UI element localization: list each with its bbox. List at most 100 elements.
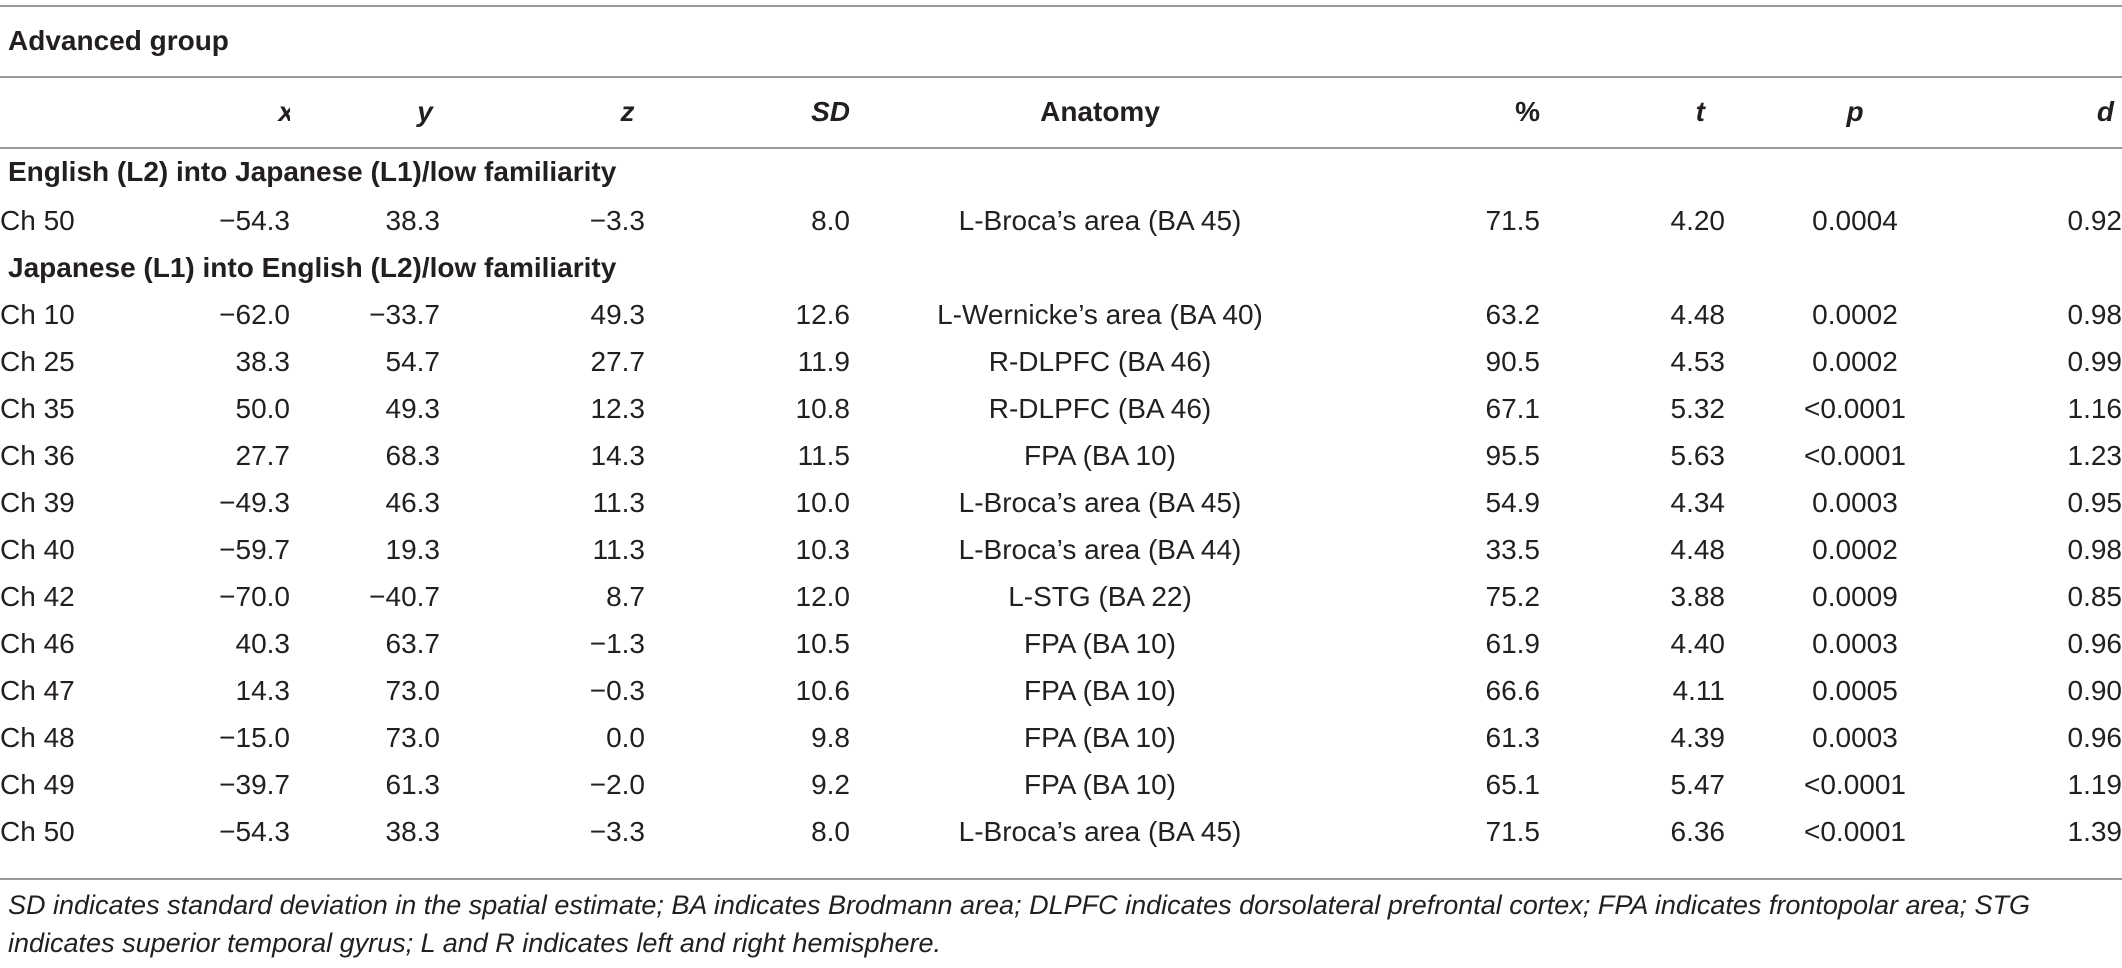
header-p: p bbox=[1725, 77, 1945, 147]
cell-x: −54.3 bbox=[219, 815, 290, 847]
cell-t: 3.88 bbox=[1670, 580, 1726, 612]
cell-y: 68.3 bbox=[385, 439, 441, 471]
header-sd-label: SD bbox=[811, 96, 850, 127]
cell-y: 63.7 bbox=[385, 627, 441, 659]
cell-z: 27.7 bbox=[590, 345, 646, 377]
section-title: Japanese (L1) into English (L2)/low fami… bbox=[8, 251, 617, 283]
header-z-label: z bbox=[620, 96, 635, 127]
cell-t: 5.63 bbox=[1670, 439, 1726, 471]
cell-channel: Ch 50 bbox=[0, 204, 75, 236]
header-p-label: p bbox=[1846, 96, 1864, 127]
cell-percent: 71.5 bbox=[1485, 815, 1541, 847]
cell-percent: 66.6 bbox=[1485, 674, 1541, 706]
cell-p: 0.0002 bbox=[1812, 345, 1898, 377]
cell-p: 0.0002 bbox=[1812, 533, 1898, 565]
cell-d: 0.96 bbox=[2067, 721, 2122, 753]
cell-percent: 90.5 bbox=[1485, 345, 1541, 377]
cell-t: 4.34 bbox=[1670, 486, 1726, 518]
cell-x: −54.3 bbox=[219, 204, 290, 236]
cell-y: 73.0 bbox=[385, 674, 441, 706]
cell-x: 50.0 bbox=[235, 392, 291, 424]
cell-anatomy: L-Broca’s area (BA 44) bbox=[958, 533, 1242, 565]
cell-d: 1.19 bbox=[2067, 768, 2122, 800]
table-row: Ch 50 −54.3 38.3 −3.3 8.0 L-Broca’s area (BA … bbox=[0, 808, 2122, 855]
cell-z: −2.0 bbox=[589, 768, 645, 800]
cell-p: 0.0002 bbox=[1812, 298, 1898, 330]
header-row: x y z SD Anatomy % t p d bbox=[0, 77, 2122, 147]
cell-sd: 11.9 bbox=[797, 345, 850, 377]
cell-d: 1.39 bbox=[2067, 815, 2122, 847]
cell-channel: Ch 35 bbox=[0, 392, 75, 424]
cell-d: 0.90 bbox=[2067, 674, 2122, 706]
cell-y: −33.7 bbox=[369, 298, 440, 330]
header-top-rule bbox=[0, 76, 2122, 78]
cell-y: 46.3 bbox=[385, 486, 441, 518]
cell-x: −39.7 bbox=[219, 768, 290, 800]
header-z: z bbox=[490, 77, 685, 147]
cell-x: 14.3 bbox=[235, 674, 291, 706]
cell-channel: Ch 25 bbox=[0, 345, 75, 377]
cell-t: 5.47 bbox=[1670, 768, 1726, 800]
cell-anatomy: L-Broca’s area (BA 45) bbox=[958, 815, 1242, 847]
cell-y: 38.3 bbox=[385, 815, 441, 847]
header-d-label: d bbox=[2096, 96, 2114, 127]
table-row: Ch 48 −15.0 73.0 0.0 9.8 FPA (BA 10) 61.3 4.39 0… bbox=[0, 714, 2122, 761]
cell-anatomy: FPA (BA 10) bbox=[1024, 674, 1176, 706]
cell-sd: 12.0 bbox=[795, 580, 851, 612]
cell-sd: 10.8 bbox=[795, 392, 851, 424]
cell-p: 0.0005 bbox=[1812, 674, 1898, 706]
cell-t: 5.32 bbox=[1670, 392, 1726, 424]
cell-d: 0.85 bbox=[2067, 580, 2122, 612]
header-bottom-rule bbox=[0, 147, 2122, 149]
cell-d: 1.23 bbox=[2067, 439, 2122, 471]
header-x: x bbox=[110, 77, 290, 147]
table-row: Ch 36 27.7 68.3 14.3 11.5 FPA (BA 10) 95.5 5.63… bbox=[0, 432, 2122, 479]
cell-z: 14.3 bbox=[590, 439, 646, 471]
cell-channel: Ch 10 bbox=[0, 298, 75, 330]
cell-channel: Ch 48 bbox=[0, 721, 75, 753]
cell-d: 0.98 bbox=[2067, 298, 2122, 330]
cell-d: 0.96 bbox=[2067, 627, 2122, 659]
cell-y: 54.7 bbox=[385, 345, 441, 377]
cell-x: −62.0 bbox=[219, 298, 290, 330]
cell-z: 11.3 bbox=[592, 533, 645, 565]
section-header-row: English (L2) into Japanese (L1)/low fami… bbox=[0, 147, 2122, 197]
cell-sd: 9.8 bbox=[811, 721, 850, 753]
cell-z: 8.7 bbox=[606, 580, 645, 612]
cell-p: 0.0003 bbox=[1812, 627, 1898, 659]
cell-z: −0.3 bbox=[589, 674, 645, 706]
cell-sd: 8.0 bbox=[811, 204, 850, 236]
header-sd: SD bbox=[685, 77, 860, 147]
cell-p: 0.0003 bbox=[1812, 486, 1898, 518]
table-row: Ch 10 −62.0 −33.7 49.3 12.6 L-Wernicke’s area… bbox=[0, 291, 2122, 338]
cell-sd: 9.2 bbox=[811, 768, 850, 800]
cell-y: 61.3 bbox=[385, 768, 441, 800]
cell-sd: 12.6 bbox=[795, 298, 851, 330]
cell-d: 0.92 bbox=[2067, 204, 2122, 236]
cell-y: 73.0 bbox=[385, 721, 441, 753]
table-row: Ch 35 50.0 49.3 12.3 10.8 R-DLPFC (BA 46) 67.1… bbox=[0, 385, 2122, 432]
cell-percent: 61.9 bbox=[1485, 627, 1541, 659]
cell-x: 38.3 bbox=[235, 345, 291, 377]
cell-channel: Ch 50 bbox=[0, 815, 75, 847]
cell-p: 0.0004 bbox=[1812, 204, 1898, 236]
cell-p: <0.0001 bbox=[1804, 815, 1906, 847]
cell-z: −3.3 bbox=[589, 815, 645, 847]
header-anatomy-label: Anatomy bbox=[1040, 96, 1160, 127]
cell-z: 11.3 bbox=[592, 486, 645, 518]
cell-p: <0.0001 bbox=[1804, 392, 1906, 424]
cell-x: 40.3 bbox=[235, 627, 291, 659]
cell-x: −15.0 bbox=[219, 721, 290, 753]
header-d: d bbox=[1945, 77, 2122, 147]
table-row: Ch 50 −54.3 38.3 −3.3 8.0 L-Broca’s area (BA … bbox=[0, 197, 2122, 244]
results-table: x y z SD Anatomy % t p d English (L2) in… bbox=[0, 77, 2122, 855]
cell-p: 0.0003 bbox=[1812, 721, 1898, 753]
cell-percent: 67.1 bbox=[1485, 392, 1541, 424]
header-x-label: x bbox=[278, 96, 290, 128]
cell-percent: 33.5 bbox=[1485, 533, 1541, 565]
cell-anatomy: FPA (BA 10) bbox=[1024, 627, 1176, 659]
section-title: English (L2) into Japanese (L1)/low fami… bbox=[8, 156, 617, 187]
cell-y: 38.3 bbox=[385, 204, 441, 236]
cell-anatomy: L-Broca’s area (BA 45) bbox=[958, 486, 1242, 518]
header-percent-label: % bbox=[1515, 96, 1540, 127]
